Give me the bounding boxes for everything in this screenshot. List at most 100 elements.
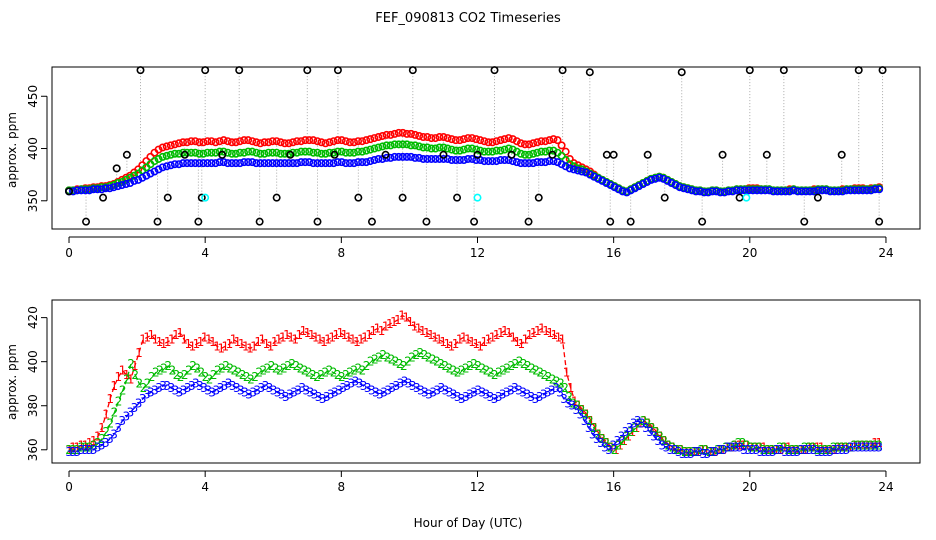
bottom-pt1-glyph: 1 <box>254 335 262 349</box>
bottom-pt1-glyph: 1 <box>308 328 316 342</box>
bottom-pt2-glyph: 2 <box>536 366 544 380</box>
bottom-pt1-glyph: 1 <box>768 443 776 457</box>
top-raw-point <box>194 217 203 226</box>
top-raw-point <box>381 150 390 159</box>
bottom-pt2-glyph: 2 <box>321 366 329 380</box>
bottom-pt2-glyph: 2 <box>512 357 520 371</box>
bottom-pt1-glyph: 1 <box>135 346 143 360</box>
bottom-pt1-glyph: 1 <box>699 443 707 457</box>
bottom-pt1-glyph: 1 <box>328 330 336 344</box>
top-pt2-point <box>231 149 240 158</box>
top-pt3-point <box>451 156 460 165</box>
bottom-pt3-glyph: 3 <box>618 430 626 444</box>
top-raw-point <box>800 217 809 226</box>
bottom-pt1-glyph: 1 <box>341 328 349 342</box>
top-pt3-point <box>569 165 578 174</box>
bottom-pt2-glyph: 2 <box>156 363 164 377</box>
top-pt1-point <box>280 139 289 148</box>
bottom-pt3-glyph: 3 <box>278 388 286 402</box>
top-raw-point <box>585 68 594 77</box>
top-pt1-point <box>439 133 448 142</box>
bottom-pt1-glyph: 1 <box>476 339 484 353</box>
top-pt3-point <box>81 186 90 195</box>
bottom-pt1-glyph: 1 <box>263 337 271 351</box>
bottom-pt1-glyph: 1 <box>242 339 250 353</box>
bottom-pt1-glyph: 1 <box>826 443 834 457</box>
bottom-pt3-glyph: 3 <box>335 383 343 397</box>
top-pt3-point <box>622 188 631 197</box>
bottom-pt1-glyph: 1 <box>304 326 312 340</box>
bottom-pt1-glyph: 1 <box>316 333 324 347</box>
top-pt3-point <box>93 185 102 194</box>
bottom-pt1-glyph: 1 <box>472 337 480 351</box>
bottom-pt1-glyph: 1 <box>345 330 353 344</box>
bottom-pt2-glyph: 2 <box>350 363 358 377</box>
bottom-pt3-glyph: 3 <box>413 381 421 395</box>
top-pt3-point <box>822 186 831 195</box>
bottom-pt3-glyph: 3 <box>143 388 151 402</box>
top-pt3-point <box>773 187 782 196</box>
bottom-pt1-glyph: 1 <box>160 337 168 351</box>
top-pt2-point <box>516 149 525 158</box>
top-pt2-point <box>158 152 167 161</box>
top-pt1-point <box>512 137 521 146</box>
top-raw-point <box>453 193 462 202</box>
top-pt3-point <box>398 152 407 161</box>
top-raw-point <box>470 217 479 226</box>
bottom-pt3-glyph: 3 <box>499 388 507 402</box>
top-pt3-point <box>557 160 566 169</box>
bottom-pt3-glyph: 3 <box>573 403 581 417</box>
top-pt3-point <box>77 186 86 195</box>
bottom-pt3-glyph: 3 <box>798 443 806 457</box>
top-pt3-point <box>370 156 379 165</box>
bottom-pt2-glyph: 2 <box>685 445 693 459</box>
bottom-pt1-glyph: 1 <box>110 379 118 393</box>
bottom-pt1-glyph: 1 <box>785 441 793 455</box>
top-pt3-point <box>736 186 745 195</box>
bottom-pt3-glyph: 3 <box>810 443 818 457</box>
top-pt1-point <box>174 139 183 148</box>
top-pt1-point <box>476 136 485 145</box>
bottom-pt1-glyph: 1 <box>637 416 645 430</box>
bottom-pt1-glyph: 1 <box>143 330 151 344</box>
bottom-pt3-glyph: 3 <box>474 383 482 397</box>
bottom-pt3-glyph: 3 <box>114 421 122 435</box>
top-pt3-point <box>675 183 684 192</box>
top-pt3-point <box>431 154 440 163</box>
bottom-pt2-glyph: 2 <box>826 443 834 457</box>
bottom-pt3-glyph: 3 <box>528 390 536 404</box>
top-pt2-point <box>537 147 546 156</box>
top-pt3-point <box>744 186 753 195</box>
bottom-pt3-glyph: 3 <box>515 383 523 397</box>
bottom-pt2-glyph: 2 <box>202 370 210 384</box>
bottom-pt2-glyph: 2 <box>822 443 830 457</box>
bottom-pt3-glyph: 3 <box>683 447 691 461</box>
top-pt1-point <box>492 137 501 146</box>
top-pt1-point <box>317 138 326 147</box>
bottom-pt2-glyph: 2 <box>115 394 123 408</box>
bottom-pt1-glyph: 1 <box>711 445 719 459</box>
bottom-pt2-glyph: 2 <box>561 381 569 395</box>
bottom-pt3-glyph: 3 <box>196 379 204 393</box>
top-pt3-point <box>630 184 639 193</box>
bottom-pt2-glyph: 2 <box>652 425 660 439</box>
bottom-pt2-glyph: 2 <box>367 355 375 369</box>
bottom-pt1-glyph: 1 <box>777 443 785 457</box>
bottom-pt3-glyph: 3 <box>736 441 744 455</box>
top-pt3-point <box>162 162 171 171</box>
bottom-pt3-glyph: 3 <box>593 432 601 446</box>
top-pt2-point <box>529 149 538 158</box>
top-pt1-point <box>488 138 497 147</box>
top-pt3-point <box>814 186 823 195</box>
bottom-pt1-glyph: 1 <box>468 335 476 349</box>
top-raw-point <box>99 193 108 202</box>
bottom-pt2-glyph: 2 <box>359 363 367 377</box>
top-pt2-point <box>248 147 257 156</box>
bottom-pt1-glyph: 1 <box>431 330 439 344</box>
top-pt1-point <box>435 133 444 142</box>
bottom-pt2-glyph: 2 <box>842 441 850 455</box>
bottom-pt2-glyph: 2 <box>627 425 635 439</box>
chart-title: FEF_090813 CO2 Timeseries <box>375 11 561 26</box>
bottom-pt3-glyph: 3 <box>388 381 396 395</box>
top-pt3-point <box>89 185 98 194</box>
